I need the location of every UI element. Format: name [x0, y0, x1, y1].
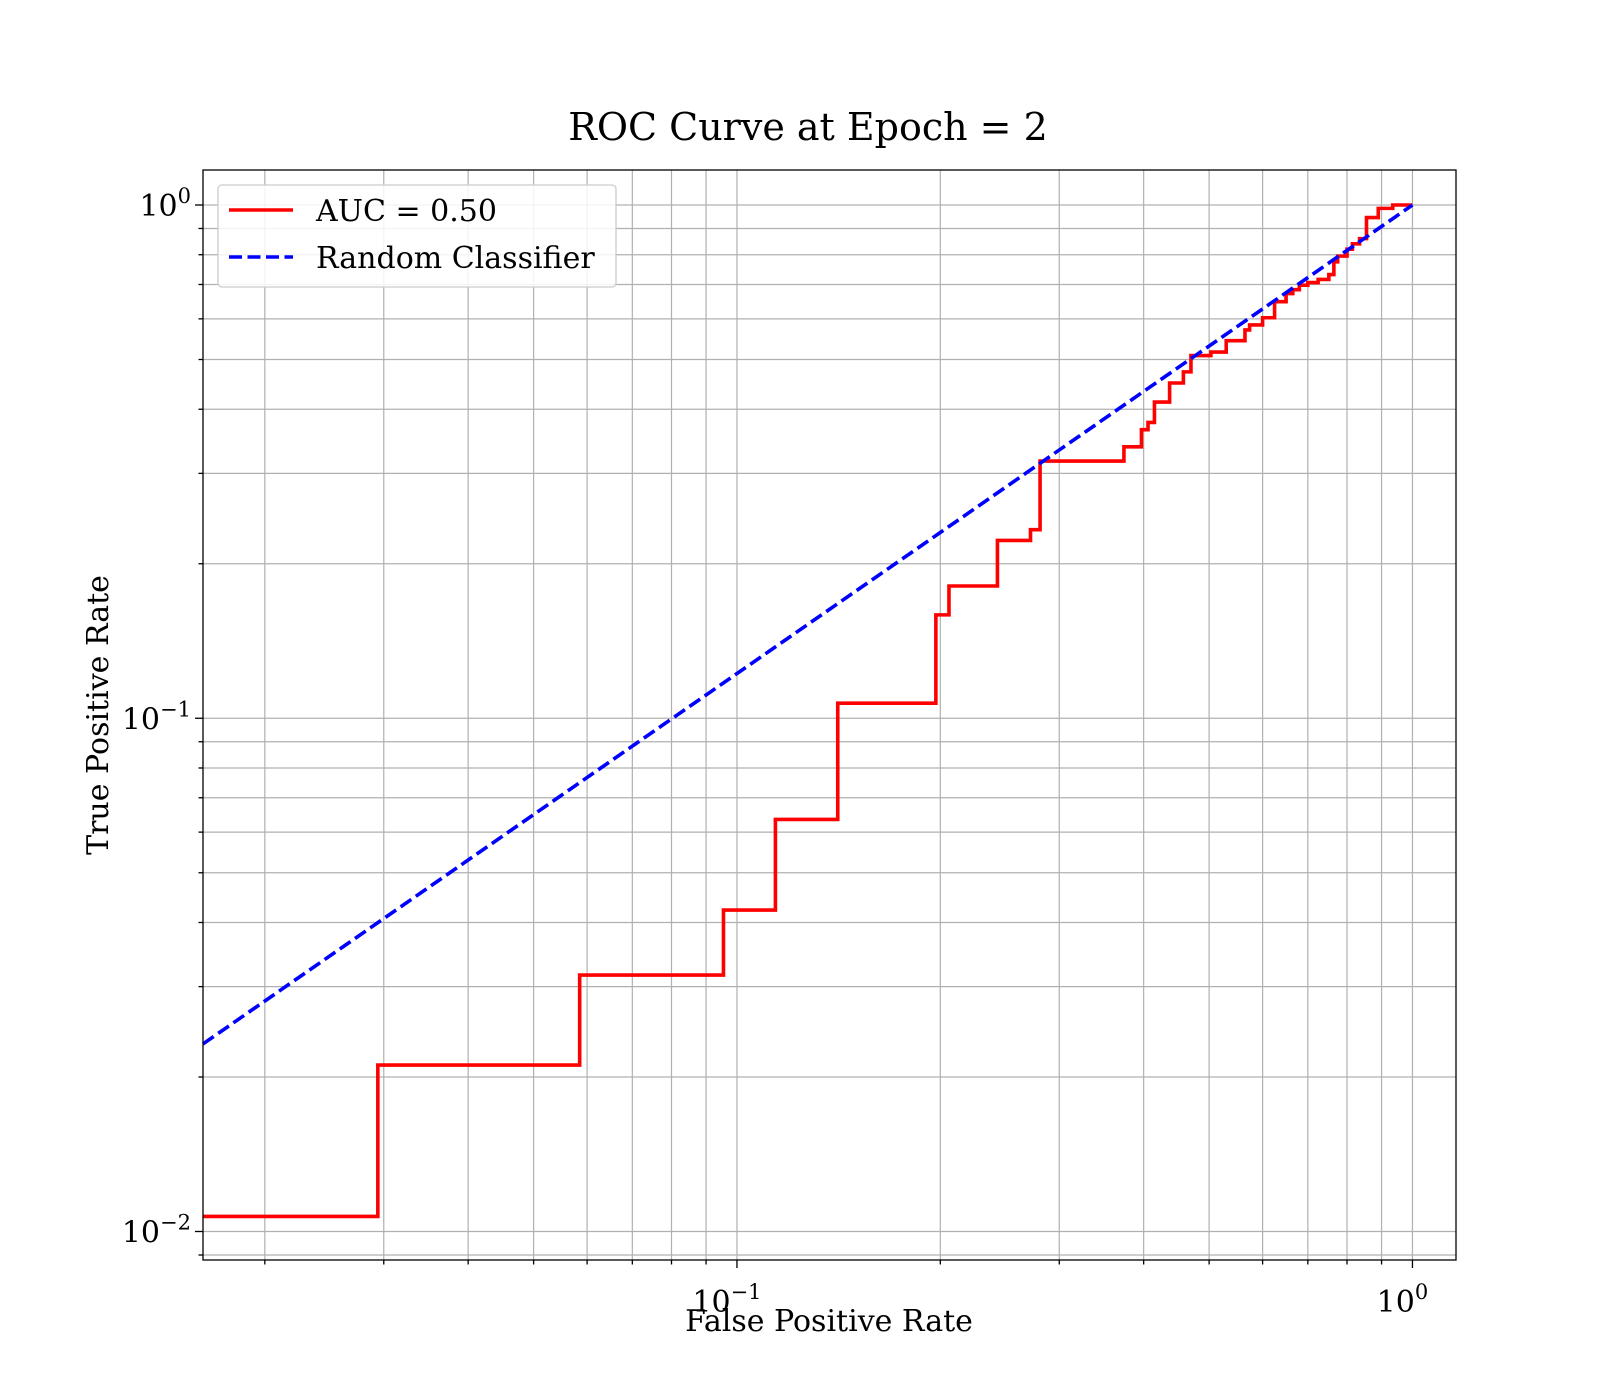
x-tick-label: 10−1 — [692, 1280, 761, 1320]
roc-curve-line — [203, 203, 1413, 1219]
plot-series — [201, 203, 1414, 1219]
legend-box — [217, 184, 617, 288]
y-tick-label: 10−1 — [122, 697, 191, 737]
grid-lines — [203, 170, 1456, 1260]
x-tick-label: 100 — [1377, 1280, 1429, 1320]
chart-title: ROC Curve at Epoch = 2 — [568, 105, 1048, 149]
x-axis-label: False Positive Rate — [685, 1304, 973, 1339]
y-tick-label: 10−2 — [122, 1211, 191, 1251]
legend: AUC = 0.50 Random Classifier — [217, 184, 617, 288]
y-tick-label: 100 — [139, 184, 191, 224]
legend-label-random: Random Classifier — [316, 241, 595, 276]
y-axis-label: True Positive Rate — [81, 575, 116, 855]
random-classifier-line — [201, 203, 1414, 1046]
plot-frame — [202, 169, 1457, 1261]
axis-ticks: 10−1 100 10−2 10−1 100 — [122, 184, 1428, 1320]
legend-label-auc: AUC = 0.50 — [315, 194, 497, 229]
